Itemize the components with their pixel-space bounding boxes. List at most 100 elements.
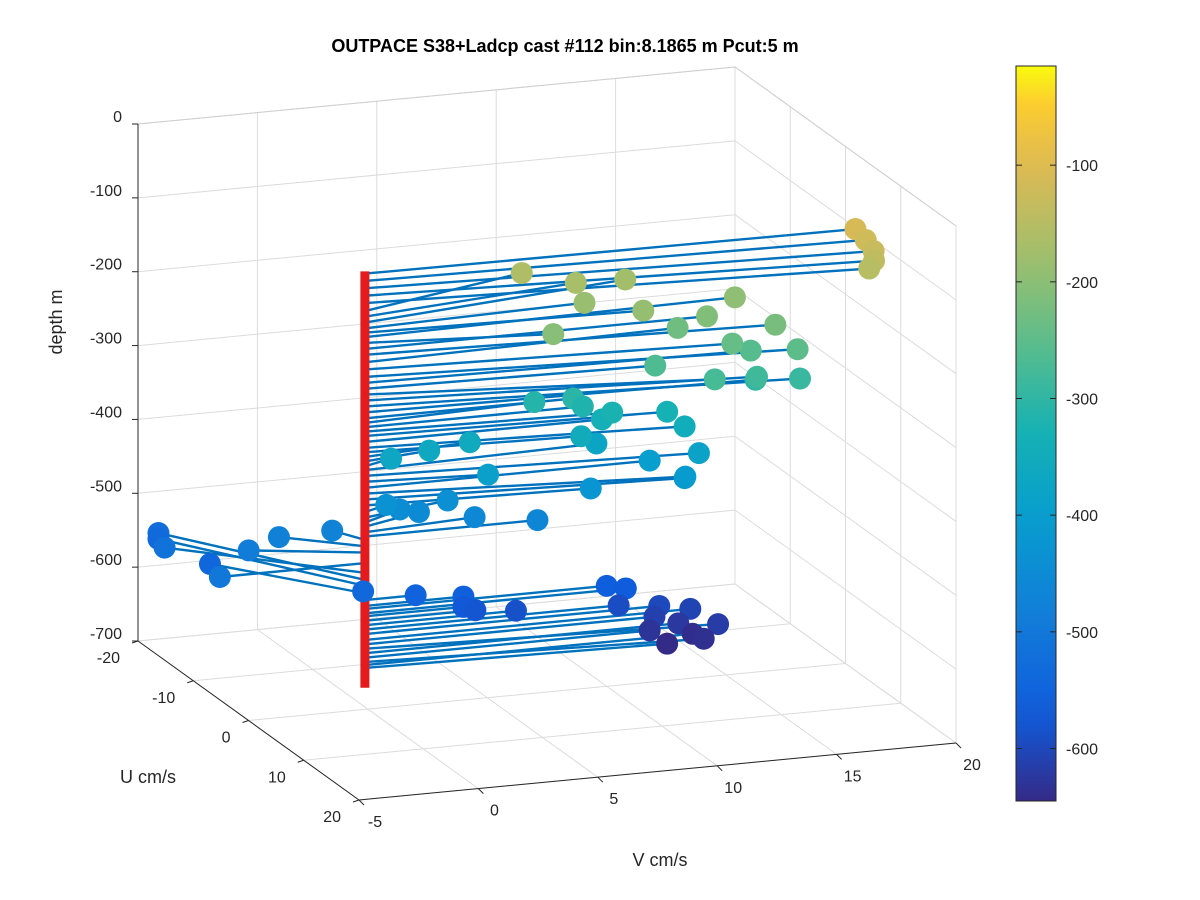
velocity-marker <box>721 332 744 355</box>
velocity-marker <box>579 477 602 500</box>
u-tick <box>352 799 360 803</box>
velocity-marker <box>352 580 375 603</box>
z-tick-label: -600 <box>90 552 122 569</box>
v-tick-label: -5 <box>368 814 382 831</box>
velocity-marker <box>407 501 430 524</box>
z-tick-label: -700 <box>90 626 122 643</box>
z-tick-label: -400 <box>90 404 122 421</box>
v-tick-label: 15 <box>844 768 862 785</box>
velocity-vector <box>367 442 597 471</box>
velocity-vector <box>367 518 538 538</box>
grid-line <box>137 140 736 199</box>
v-tick <box>836 754 842 760</box>
velocity-markers <box>147 218 886 655</box>
velocity-marker <box>674 465 697 488</box>
velocity-vector <box>248 549 368 554</box>
velocity-vector <box>367 604 619 631</box>
v-tick <box>358 799 365 806</box>
colorbar-tick-label: -400 <box>1066 508 1098 525</box>
grid-line <box>734 435 957 596</box>
grid-lines <box>137 66 957 801</box>
velocity-marker <box>321 519 344 542</box>
velocity-marker <box>788 367 811 390</box>
v-tick-label: 10 <box>724 780 742 797</box>
grid-line <box>137 288 736 347</box>
grid-line <box>248 663 846 721</box>
velocity-marker <box>375 493 398 516</box>
velocity-marker <box>380 447 403 470</box>
velocity-vector <box>367 587 626 615</box>
velocity-marker <box>595 574 618 597</box>
velocity-vector <box>367 227 856 275</box>
velocity-vector <box>367 632 693 666</box>
colorbar-tick-label: -100 <box>1066 158 1098 175</box>
velocity-marker <box>632 299 655 322</box>
z-axis-label: depth m <box>46 289 66 354</box>
velocity-marker <box>526 509 549 532</box>
velocity-marker <box>764 313 787 336</box>
velocity-marker <box>570 425 593 448</box>
z-tick-label: -100 <box>90 183 122 200</box>
velocity-vector <box>367 637 704 664</box>
velocity-marker <box>510 262 533 285</box>
grid-line <box>734 214 957 375</box>
velocity-vector <box>367 459 650 489</box>
velocity-marker <box>208 565 231 588</box>
z-tick-label: -200 <box>90 257 122 274</box>
velocity-marker <box>237 539 260 562</box>
u-tick <box>242 720 249 723</box>
velocity-marker <box>703 368 726 391</box>
velocity-marker <box>656 632 679 655</box>
velocity-marker <box>707 613 730 636</box>
velocity-vector <box>158 531 369 582</box>
colorbar: -100 -200 -300 -400 -500 -600 <box>1015 65 1098 802</box>
axes-box <box>131 66 962 806</box>
grid-line <box>137 214 736 273</box>
velocity-vector <box>367 622 679 655</box>
v-tick <box>716 765 723 772</box>
velocity-vector <box>278 535 369 548</box>
velocity-vector <box>367 584 607 610</box>
tick-labels: 0-100-200-300-400-500-600-700-20-1001020… <box>90 109 981 831</box>
z-tick-label: -500 <box>90 478 122 495</box>
colorbar-tick-label: -300 <box>1066 392 1098 409</box>
velocity-marker <box>679 597 702 620</box>
y-axis-label: U cm/s <box>120 767 176 787</box>
u-tick <box>297 759 304 763</box>
u-tick-label: -20 <box>97 650 120 667</box>
u-tick-label: 10 <box>268 769 286 786</box>
grid-line <box>734 362 957 522</box>
velocity-vector <box>367 332 554 344</box>
colorbar-tick-label: -500 <box>1066 625 1098 642</box>
grid-line <box>734 140 957 301</box>
velocity-vector <box>367 375 758 402</box>
velocity-vector <box>367 378 756 414</box>
velocity-vector <box>367 609 517 627</box>
velocity-marker <box>571 395 594 418</box>
velocity-vector <box>367 476 685 501</box>
u-tick-label: 0 <box>222 730 231 747</box>
z-tick-label: 0 <box>113 109 122 126</box>
velocity-vector <box>209 562 369 596</box>
velocity-vector <box>367 326 678 364</box>
velocity-vector <box>164 546 369 575</box>
velocity-vector <box>367 281 576 318</box>
box-edge <box>137 66 736 125</box>
velocity-vector <box>367 301 585 330</box>
velocity-marker <box>504 599 527 622</box>
velocity-marker <box>477 463 500 486</box>
velocity-marker <box>418 439 441 462</box>
v-axis-line <box>358 742 957 801</box>
velocity-vector <box>367 411 613 433</box>
u-tick-label: -10 <box>152 690 175 707</box>
velocity-vector <box>367 405 583 429</box>
velocity-marker <box>638 449 661 472</box>
velocity-marker <box>858 257 881 280</box>
velocity-marker <box>458 431 481 454</box>
velocity-marker <box>601 401 624 424</box>
velocity-marker <box>638 619 661 642</box>
velocity-vector <box>367 364 656 390</box>
colorbar-gradient <box>1015 65 1057 802</box>
velocity-vector <box>367 475 686 495</box>
velocity-marker <box>464 599 487 622</box>
